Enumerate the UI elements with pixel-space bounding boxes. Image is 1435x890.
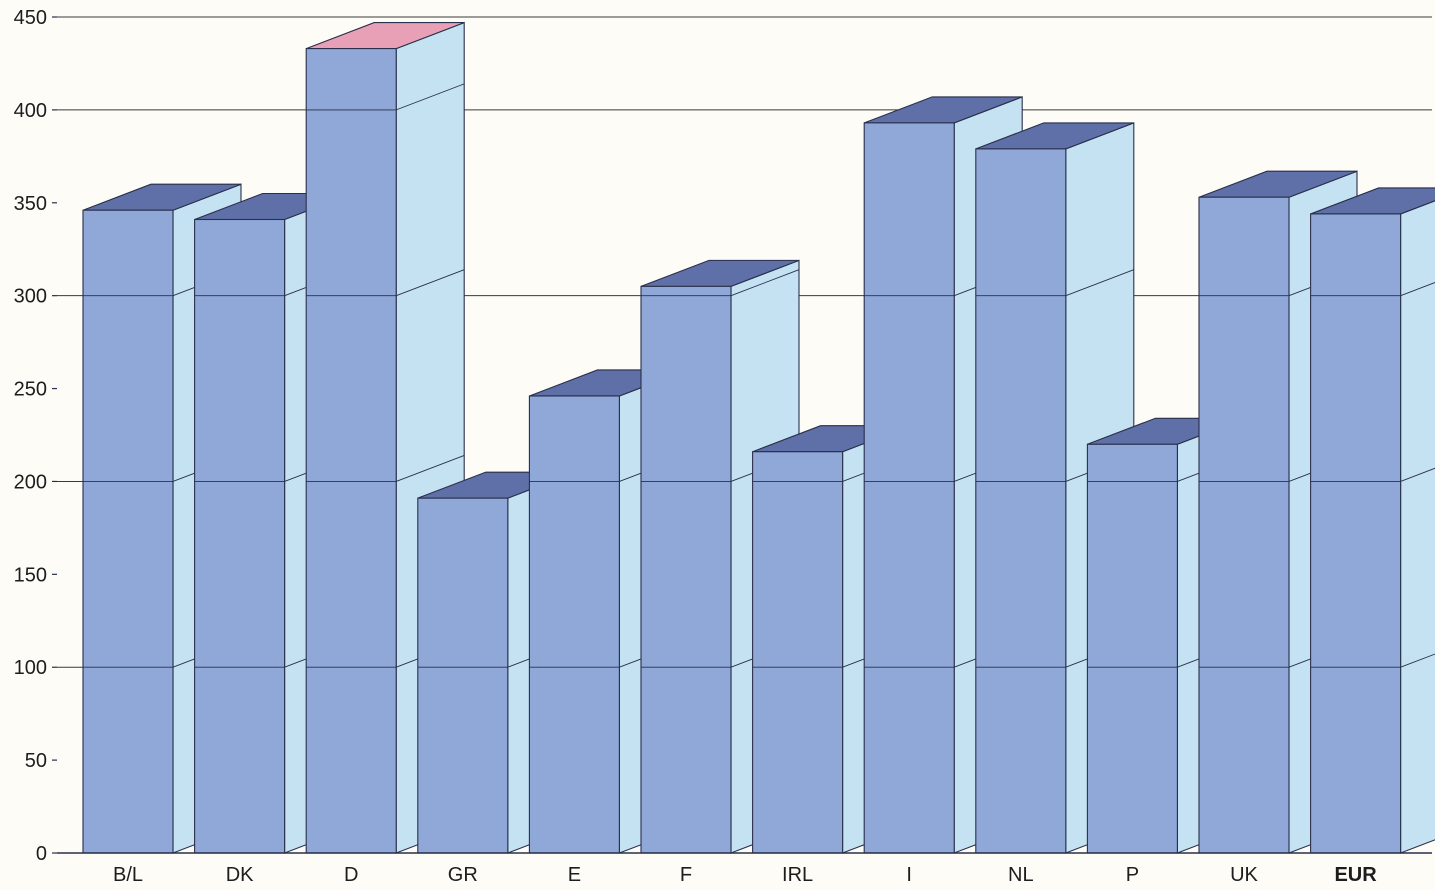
- y-tick-label: 350: [14, 193, 47, 215]
- bar-front-face: [975, 148, 1067, 854]
- bar-side-face: [1400, 200, 1435, 854]
- bar-front-face: [82, 209, 174, 854]
- bar-front-face: [752, 451, 844, 854]
- bar-side-gridline: [396, 269, 465, 297]
- x-axis: B/L DK D GR E F IRL I NL P UK EUR: [113, 864, 1377, 886]
- bar-front-face: [1086, 443, 1178, 854]
- y-tick-label: 100: [14, 657, 47, 679]
- y-tick-label: 450: [14, 7, 47, 29]
- x-tick-label: DK: [226, 864, 254, 885]
- bar-eur: [1310, 187, 1435, 854]
- bars-layer: [82, 21, 1435, 854]
- bar-side-gridline: [730, 269, 800, 297]
- bar-front-face: [417, 497, 509, 854]
- x-tick-label: B/L: [113, 864, 143, 885]
- bar-front-face: [640, 285, 732, 854]
- x-tick-label: UK: [1230, 864, 1258, 885]
- y-tick-label: 300: [14, 286, 47, 308]
- x-tick-label: P: [1126, 864, 1139, 885]
- bar-side-gridline: [396, 83, 465, 111]
- bar-front-face: [528, 395, 620, 854]
- bar-side-gridline: [1065, 269, 1134, 297]
- x-tick-label: GR: [448, 864, 478, 885]
- bar-side-gridline: [396, 455, 465, 482]
- bar-front-face: [1198, 196, 1290, 854]
- x-tick-label: E: [568, 864, 581, 885]
- x-tick-label: NL: [1008, 864, 1034, 885]
- bar-front-face: [863, 122, 955, 854]
- y-tick-label: 50: [25, 750, 47, 772]
- bar-front-face: [305, 48, 397, 854]
- y-axis: 0 50 100 150 200 250 300 350 400 450: [14, 7, 1432, 865]
- y-tick-label: 150: [14, 564, 47, 586]
- y-tick-label: 250: [14, 379, 47, 401]
- x-tick-label: D: [344, 864, 358, 885]
- bar-front-face: [1310, 213, 1402, 854]
- bar-f: [640, 259, 800, 854]
- y-tick-label: 200: [14, 471, 47, 493]
- y-tick-label: 0: [36, 843, 47, 865]
- x-tick-label: F: [680, 864, 692, 885]
- bar-front-face: [194, 218, 286, 854]
- x-tick-label: IRL: [782, 864, 813, 885]
- y-tick-label: 400: [14, 100, 47, 122]
- x-tick-label: I: [906, 864, 912, 885]
- x-tick-label: EUR: [1334, 864, 1377, 885]
